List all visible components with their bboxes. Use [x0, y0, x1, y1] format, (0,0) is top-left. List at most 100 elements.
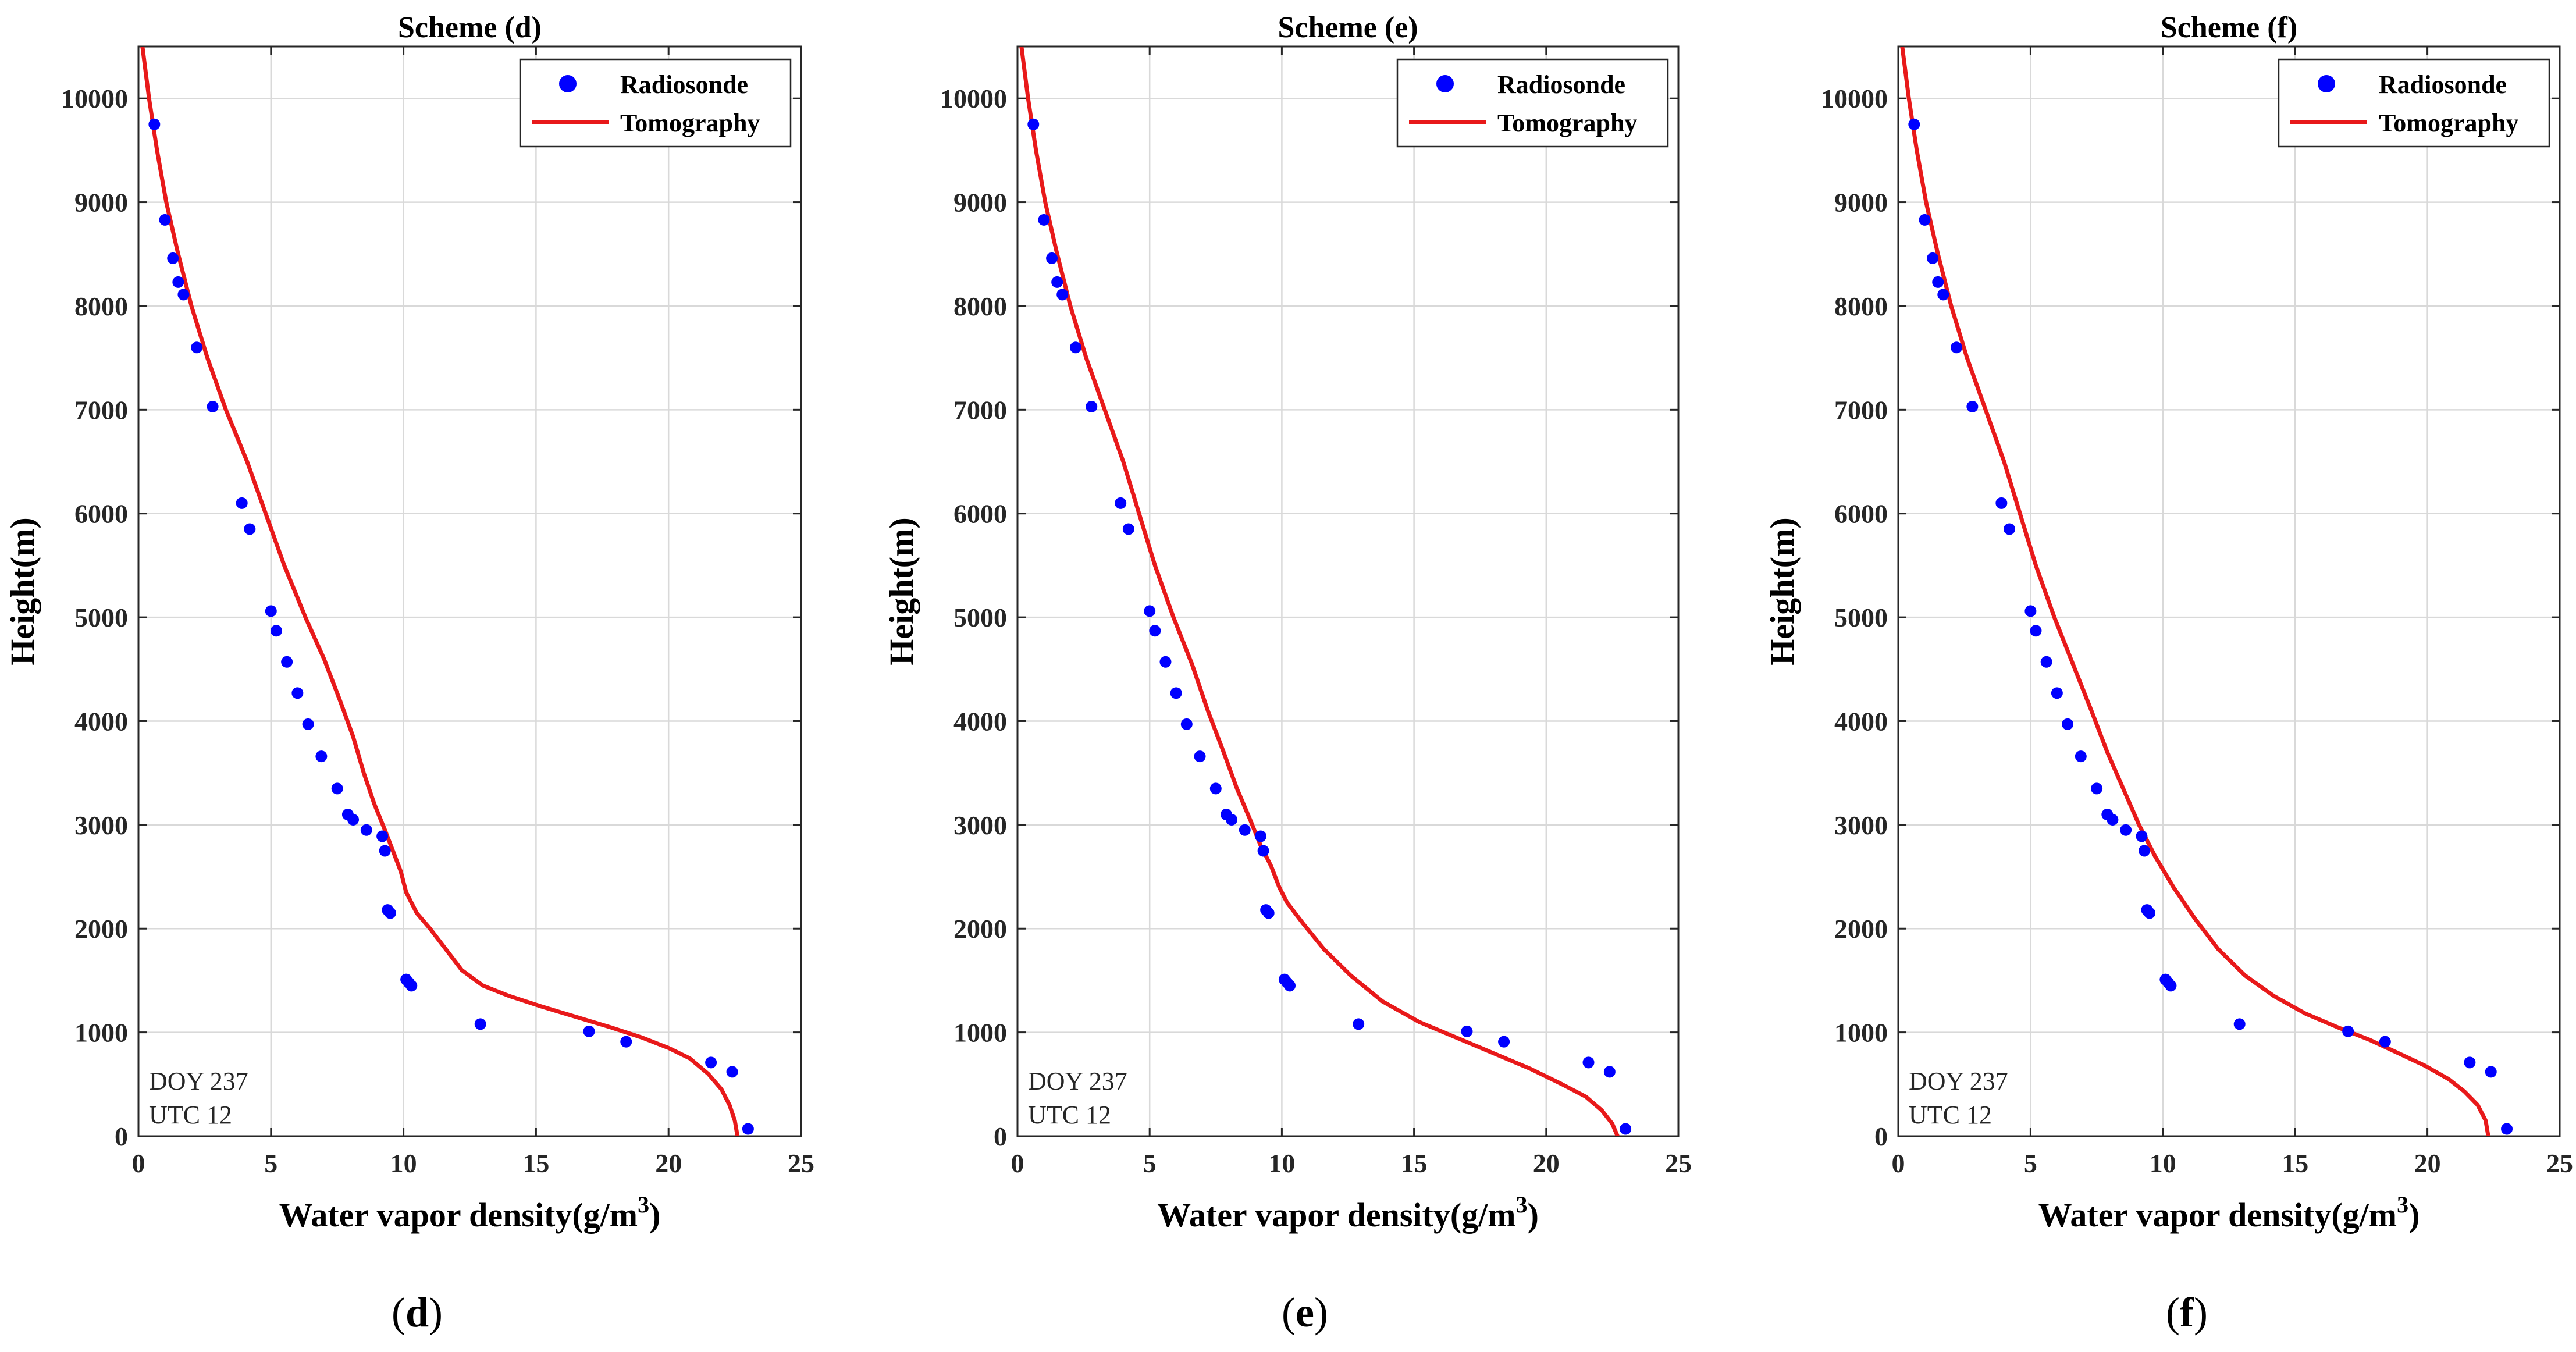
legend-box: [1396, 58, 1669, 148]
radiosonde-point: [2144, 907, 2156, 919]
radiosonde-point: [1582, 1056, 1595, 1069]
radiosonde-point: [265, 605, 277, 617]
x-tick-label: 10: [390, 1148, 417, 1178]
y-tick-label: 8000: [953, 291, 1007, 321]
radiosonde-point: [2051, 687, 2063, 699]
axes-box: [1016, 45, 1680, 1137]
radiosonde-point: [1115, 497, 1127, 509]
radiosonde-point: [2107, 813, 2119, 826]
caption-letter: d: [405, 1289, 429, 1336]
x-tick-label: 20: [1533, 1148, 1560, 1178]
y-tick-label: 10000: [1821, 84, 1888, 113]
radiosonde-point: [1284, 980, 1296, 992]
caption-close: ): [1314, 1289, 1328, 1336]
radiosonde-point: [2485, 1066, 2497, 1078]
radiosonde-point: [1995, 497, 2008, 509]
y-tick-label: 1000: [953, 1018, 1007, 1048]
chart-title: Scheme (f): [2161, 11, 2297, 44]
chart-panel-0: 0 5 10 15 20 25 0 1000 2000 3000 4000 5000 6000 7000 8…: [3, 11, 814, 1234]
x-tick-label: 15: [2282, 1148, 2308, 1178]
chart-title: Scheme (d): [398, 11, 542, 44]
radiosonde-point: [1262, 907, 1275, 919]
radiosonde-point: [270, 625, 282, 637]
x-tick-label: 25: [1665, 1148, 1692, 1178]
annotation-utc: UTC 12: [1028, 1101, 1111, 1129]
y-tick-label: 4000: [953, 706, 1007, 736]
radiosonde-point: [620, 1036, 632, 1048]
x-tick-label: 5: [1143, 1148, 1157, 1178]
x-tick-label: 20: [2414, 1148, 2441, 1178]
tomography-line: [1019, 47, 1620, 1136]
radiosonde-point: [302, 718, 314, 730]
x-axis-label-tail: ): [2408, 1196, 2420, 1234]
radiosonde-point: [244, 523, 256, 535]
annotation-utc: UTC 12: [1909, 1101, 1992, 1129]
radiosonde-point: [331, 782, 343, 795]
caption-close: ): [429, 1289, 443, 1336]
y-tick-label: 2000: [953, 914, 1007, 944]
y-tick-label: 0: [994, 1122, 1007, 1151]
radiosonde-point: [1239, 824, 1251, 836]
radiosonde-point: [1257, 845, 1269, 857]
legend-tomography-label: Tomography: [1497, 109, 1637, 137]
x-tick-label: 0: [1892, 1148, 1905, 1178]
y-tick-label: 5000: [953, 603, 1007, 632]
y-tick-label: 10000: [61, 84, 128, 113]
x-tick-label: 10: [2150, 1148, 2176, 1178]
axes-box: [137, 45, 802, 1137]
x-axis-label: Water vapor density(g/m3): [2038, 1191, 2420, 1234]
x-axis-label-superscript: 3: [2397, 1191, 2408, 1218]
radiosonde-point: [1932, 276, 1944, 288]
radiosonde-point: [1255, 830, 1267, 842]
x-axis-label-main: Water vapor density(g/m: [2038, 1196, 2397, 1234]
y-tick-label: 6000: [74, 499, 128, 529]
radiosonde-point: [2024, 605, 2037, 617]
radiosonde-point: [1180, 718, 1193, 730]
radiosonde-point: [2379, 1036, 2391, 1048]
legend-radiosonde-label: Radiosonde: [2379, 70, 2507, 99]
x-axis-label-main: Water vapor density(g/m: [279, 1196, 638, 1234]
radiosonde-point: [1919, 214, 1931, 226]
annotation-doy: DOY 237: [149, 1067, 248, 1095]
radiosonde-point: [1620, 1123, 1632, 1135]
radiosonde-point: [1603, 1066, 1616, 1078]
radiosonde-point: [742, 1123, 754, 1135]
plot-area: [138, 47, 801, 1136]
y-tick-label: 9000: [1834, 188, 1888, 218]
x-tick-label: 10: [1268, 1148, 1295, 1178]
radiosonde-point: [2120, 824, 2132, 836]
x-axis-label-tail: ): [649, 1196, 660, 1234]
y-tick-label: 7000: [953, 395, 1007, 425]
radiosonde-point: [1951, 341, 1963, 354]
radiosonde-point: [1927, 252, 1939, 264]
radiosonde-point: [281, 656, 293, 668]
y-tick-label: 8000: [74, 291, 128, 321]
x-axis-label-main: Water vapor density(g/m: [1157, 1196, 1516, 1234]
y-tick-label: 3000: [953, 810, 1007, 840]
x-tick-label: 20: [655, 1148, 682, 1178]
radiosonde-point: [1038, 214, 1050, 226]
radiosonde-point: [1056, 289, 1069, 301]
legend-tomography-label: Tomography: [620, 109, 760, 137]
legend-radiosonde-label: Radiosonde: [1497, 70, 1625, 99]
radiosonde-point: [384, 907, 396, 919]
tomography-line: [1900, 47, 2490, 1136]
x-tick-label: 25: [2546, 1148, 2573, 1178]
y-tick-label: 6000: [1834, 499, 1888, 529]
radiosonde-point: [2075, 750, 2087, 763]
radiosonde-point: [1226, 813, 1238, 826]
radiosonde-point: [1027, 118, 1040, 130]
y-tick-label: 3000: [74, 810, 128, 840]
radiosonde-point: [583, 1025, 595, 1037]
legend-radiosonde-marker: [2318, 75, 2335, 92]
y-tick-label: 7000: [1834, 395, 1888, 425]
radiosonde-point: [360, 824, 372, 836]
y-axis-label: Height(m): [883, 517, 920, 666]
radiosonde-point: [2501, 1123, 2513, 1135]
tomography-line: [140, 47, 740, 1136]
radiosonde-point: [2004, 523, 2016, 535]
radiosonde-point: [2464, 1056, 2476, 1069]
panel-caption: (e): [1282, 1289, 1328, 1336]
legend-radiosonde-label: Radiosonde: [620, 70, 748, 99]
radiosonde-point: [2165, 980, 2177, 992]
